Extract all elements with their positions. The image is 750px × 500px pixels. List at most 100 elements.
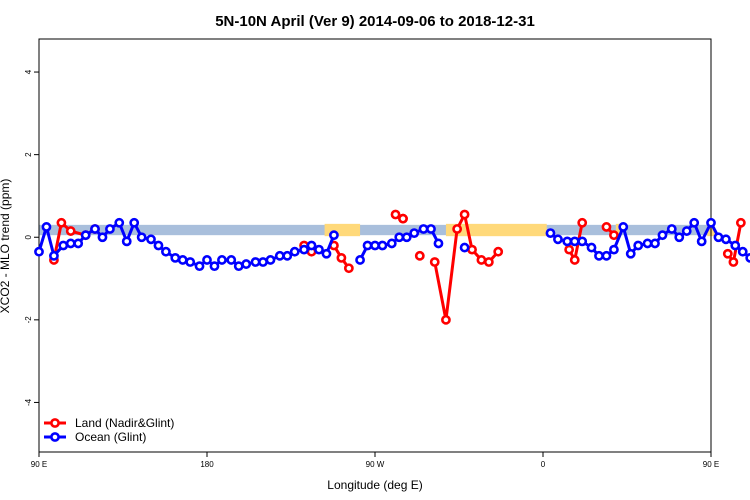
land-patch: [615, 223, 622, 237]
y-tick-label: 4: [24, 69, 33, 74]
data-point: [706, 217, 716, 228]
data-point: [569, 236, 580, 247]
data-point: [577, 236, 588, 247]
legend-label: Land (Nadir&Glint): [75, 416, 174, 430]
data-point: [414, 250, 425, 261]
data-point: [58, 240, 69, 251]
legend: Land (Nadir&Glint)Ocean (Glint): [44, 416, 174, 444]
data-point: [177, 255, 188, 265]
data-point: [73, 238, 84, 249]
data-point: [441, 314, 451, 325]
data-point: [217, 255, 227, 265]
data-point: [105, 224, 115, 234]
data-point: [209, 261, 220, 272]
data-point: [329, 230, 339, 241]
data-point: [728, 257, 739, 267]
y-tick-label: 0: [24, 234, 33, 239]
data-point: [226, 255, 237, 265]
data-point: [241, 259, 252, 269]
data-point: [306, 240, 317, 251]
data-point: [377, 240, 388, 251]
data-point: [386, 238, 397, 249]
data-point: [674, 232, 685, 243]
data-point: [274, 250, 285, 261]
data-point: [426, 224, 436, 234]
y-tick-label: -2: [24, 316, 33, 324]
data-point: [314, 244, 324, 255]
data-point: [722, 248, 733, 259]
data-point: [594, 250, 604, 261]
data-point: [418, 224, 429, 234]
data-point: [609, 244, 619, 255]
data-point: [401, 232, 412, 243]
y-axis-label: XCO2 - MLO trend (ppm): [0, 179, 12, 314]
data-point: [336, 252, 347, 263]
land-patch: [445, 223, 547, 237]
plot-area: 90 E 180 90 W 0 90 E -4 -2 0 2 4: [24, 38, 750, 469]
data-point: [553, 234, 563, 245]
x-tick-label: 90 E: [703, 460, 719, 469]
data-point: [493, 246, 504, 257]
data-point: [56, 217, 67, 228]
data-point: [185, 257, 196, 267]
data-point: [650, 238, 660, 249]
data-point: [97, 232, 108, 243]
data-point: [696, 236, 707, 247]
data-point: [90, 224, 100, 234]
x-tick-label: 180: [200, 460, 214, 469]
data-point: [80, 230, 91, 241]
x-tick-label: 90 W: [366, 460, 385, 469]
data-point: [233, 261, 244, 272]
data-point: [577, 217, 588, 228]
data-point: [202, 255, 212, 265]
data-point: [666, 224, 677, 234]
data-point: [476, 255, 487, 265]
data-point: [564, 244, 575, 255]
data-point: [394, 232, 405, 243]
data-point: [459, 242, 470, 253]
data-point: [153, 240, 164, 251]
x-tick-label: 0: [541, 460, 546, 469]
data-point: [601, 222, 612, 232]
data-point: [721, 234, 731, 245]
data-point: [65, 226, 76, 236]
data-point: [586, 242, 597, 253]
legend-marker: [50, 432, 60, 442]
data-point: [343, 263, 354, 274]
data-point: [398, 213, 408, 224]
data-point: [545, 228, 556, 239]
data-point: [161, 246, 171, 257]
chart-title: 5N-10N April (Ver 9) 2014-09-06 to 2018-…: [215, 13, 535, 30]
data-point: [735, 217, 746, 228]
data-point: [429, 257, 440, 267]
data-point: [618, 222, 629, 232]
y-tick-label: -4: [24, 398, 33, 406]
data-point: [681, 226, 692, 236]
data-point: [49, 250, 59, 261]
data-point: [170, 252, 181, 263]
y-tick-label: 2: [24, 152, 33, 157]
data-point: [355, 255, 365, 265]
data-point: [114, 217, 125, 228]
data-point: [642, 238, 653, 249]
data-point: [362, 240, 373, 251]
data-point: [65, 238, 76, 249]
data-point: [601, 250, 612, 261]
data-point: [250, 257, 261, 267]
data-point: [258, 257, 268, 267]
data-point: [299, 244, 309, 255]
data-point: [409, 228, 420, 239]
x-tick-label: 90 E: [31, 460, 47, 469]
data-point: [633, 240, 644, 251]
data-point: [569, 255, 580, 265]
data-point: [34, 246, 44, 257]
data-point: [194, 261, 205, 272]
data-point: [562, 236, 573, 247]
data-point: [146, 234, 156, 245]
series-ocean: [34, 217, 750, 272]
data-point: [730, 240, 741, 251]
data-point: [467, 244, 477, 255]
data-point: [41, 222, 52, 232]
data-point: [737, 246, 748, 257]
